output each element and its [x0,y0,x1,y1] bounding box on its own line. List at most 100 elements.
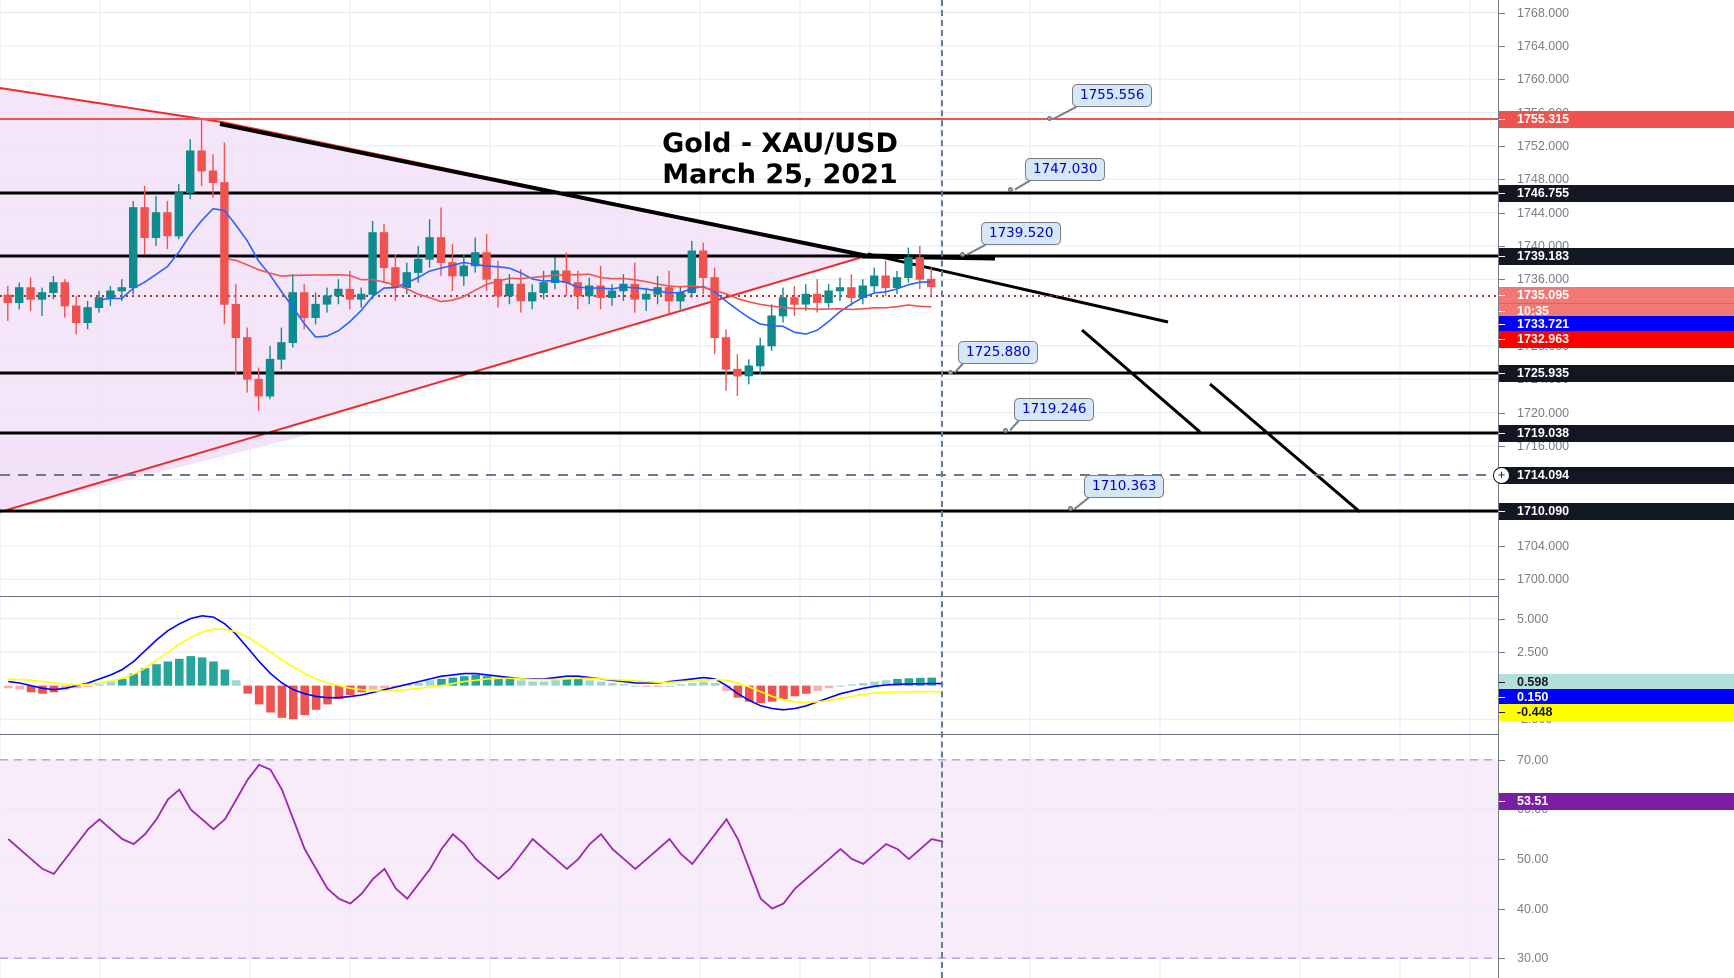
candle-body [630,283,639,300]
candle-body [915,257,924,280]
macd-badge-0.150[interactable]: 0.150 [1499,689,1734,706]
price-callout-anchor-dot [1003,428,1008,433]
macd-hist-bar [152,664,161,686]
price-callout-anchor-dot [1047,116,1052,121]
price-callout-label: 1710.363 [1084,475,1165,498]
macd-hist-bar [220,669,230,686]
macd-badge-0.598[interactable]: 0.598 [1499,674,1734,691]
price-callout-label: 1747.030 [1025,158,1106,181]
candle-body [231,303,240,338]
candle-body [379,232,389,269]
add-order-plus-icon[interactable]: + [1493,467,1510,484]
price-axis-tick: 1744.000 [1499,205,1734,221]
macd-hist-bar [585,680,594,686]
price-badge-1725.935[interactable]: 1725.935 [1499,365,1734,382]
macd-histogram [4,656,936,720]
candle-body [870,275,879,287]
macd-hist-bar [745,685,754,702]
price-pane[interactable] [0,0,1498,596]
candle-body [493,278,503,297]
candle-body [14,287,24,304]
candle-body [49,282,58,294]
macd-hist-bar [927,677,936,686]
price-scale-axis[interactable]: 1768.0001764.0001760.0001756.0001752.000… [1498,0,1734,978]
macd-hist-bar [163,661,173,686]
macd-hist-bar [608,683,617,686]
price-callout-1747.030[interactable]: 1747.030 [1008,158,1106,192]
price-badge-1732.963[interactable]: 1732.963 [1499,331,1734,348]
macd-pane[interactable] [0,596,1498,734]
macd-hist-bar [665,685,674,687]
candle-body [790,297,799,305]
macd-hist-bar [368,685,378,690]
macd-hist-bar [517,680,526,686]
rsi-pane[interactable] [0,734,1498,978]
candle-body [835,287,845,292]
price-callout-1719.246[interactable]: 1719.246 [1003,398,1095,433]
macd-hist-bar [425,680,435,686]
macd-hist-bar [733,685,743,698]
candle-body [254,378,263,397]
price-axis-tick: 1700.000 [1499,571,1734,587]
macd-hist-bar [767,685,777,702]
candle-body [26,287,35,300]
candle-body [448,262,457,277]
candle-body [185,150,195,193]
macd-hist-bar [881,680,891,686]
price-badge-1746.755[interactable]: 1746.755 [1499,185,1734,202]
macd-hist-bar [642,685,651,687]
candle-body [470,252,480,267]
candle-body [596,285,605,298]
price-axis-tick: 1736.000 [1499,271,1734,287]
rsi-badge-53.51[interactable]: 53.51 [1499,793,1734,810]
chart-title-date: March 25, 2021 [662,159,898,190]
price-callout-1739.520[interactable]: 1739.520 [960,222,1062,257]
price-badge-10:35[interactable]: 10:35 [1499,303,1734,320]
macd-badge--0.448[interactable]: -0.448 [1499,704,1734,721]
macd-signal-line [8,628,944,704]
candle-body [516,283,525,302]
price-callout-1710.363[interactable]: 1710.363 [1068,475,1165,511]
price-callout-1725.880[interactable]: 1725.880 [948,341,1039,375]
candle-body [413,258,423,273]
candle-body [642,293,651,300]
macd-hist-bar [300,685,309,716]
price-badge-1735.095[interactable]: 1735.095 [1499,287,1734,304]
candle-body [163,212,172,237]
candle-body [550,270,560,283]
candle-body [733,368,742,377]
candle-body [881,275,890,288]
macd-hist-bar [243,685,252,694]
macd-hist-bar [539,681,549,686]
macd-hist-bar [311,685,321,710]
candle-body [106,290,115,298]
macd-hist-bar [836,685,845,687]
candle-body [288,292,297,344]
price-axis-tick: 1716.000 [1499,438,1734,454]
trendline-red-lower [0,255,867,513]
price-badge-1714.094[interactable]: 1714.094 [1499,467,1734,484]
candle-body [699,250,708,278]
price-badge-1755.315[interactable]: 1755.315 [1499,111,1734,128]
price-badge-1733.721[interactable]: 1733.721 [1499,316,1734,333]
candle-body [436,237,446,264]
price-badge-1710.090[interactable]: 1710.090 [1499,503,1734,520]
price-callout-label: 1739.520 [981,222,1062,245]
price-badge-1719.038[interactable]: 1719.038 [1499,425,1734,442]
macd-hist-bar [4,685,13,689]
macd-hist-bar [129,673,138,686]
macd-hist-bar [175,658,184,686]
candle-body [585,285,594,297]
candle-body [128,207,138,289]
candle-body [197,150,206,172]
chart-title-annotation: Gold - XAU/USD March 25, 2021 [560,128,1000,190]
candle-body [3,294,12,304]
rsi-line [7,763,944,910]
price-callout-1755.556[interactable]: 1755.556 [1047,84,1153,121]
trendline-black-proj-1 [867,252,1169,324]
macd-hist-bar [619,684,629,686]
candle-body [368,232,377,295]
price-badge-1739.183[interactable]: 1739.183 [1499,248,1734,265]
macd-hist-bar [790,685,800,697]
wedge-channel-fill-lower [0,432,320,512]
